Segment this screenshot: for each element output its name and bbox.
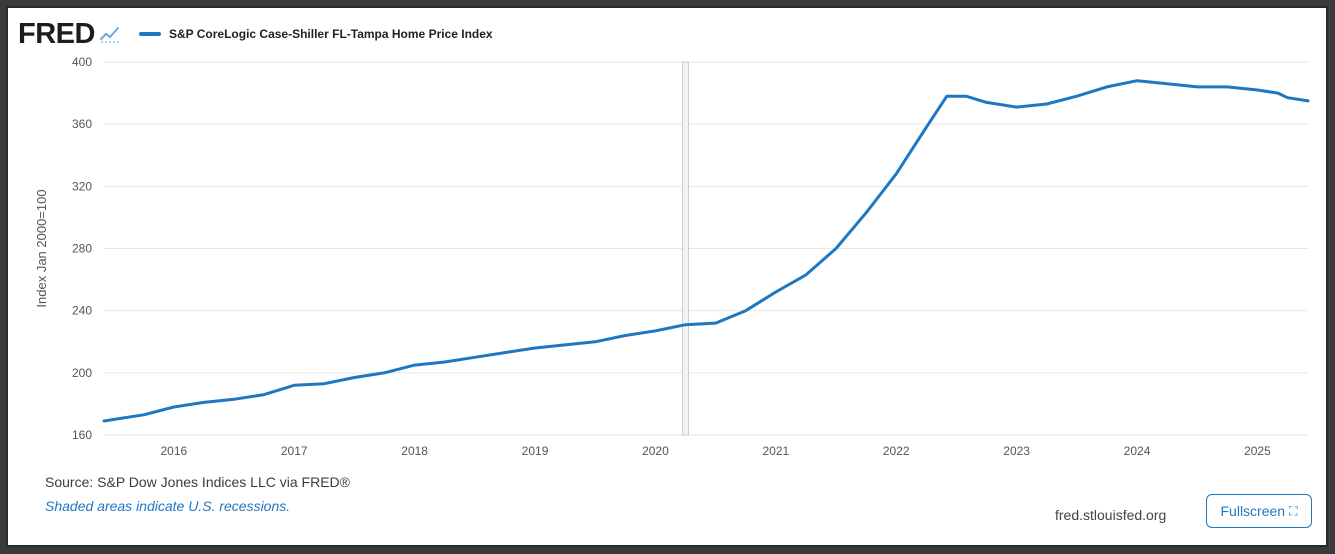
- x-tick-label: 2016: [160, 444, 187, 458]
- fullscreen-button[interactable]: Fullscreen ⛶: [1206, 494, 1312, 528]
- chart-frame: [6, 6, 1328, 547]
- x-tick-label: 2025: [1244, 444, 1271, 458]
- recession-band: [682, 61, 689, 436]
- x-tick-label: 2019: [522, 444, 549, 458]
- line-chart-icon: [99, 27, 119, 43]
- y-tick-label: 200: [72, 366, 92, 380]
- x-tick-label: 2023: [1003, 444, 1030, 458]
- x-tick-label: 2024: [1124, 444, 1151, 458]
- y-tick-label: 160: [72, 428, 92, 442]
- chart-header: FRED S&P CoreLogic Case-Shiller FL-Tampa…: [18, 16, 493, 52]
- y-axis-label: Index Jan 2000=100: [34, 189, 49, 307]
- x-tick-label: 2018: [401, 444, 428, 458]
- y-tick-label: 360: [72, 117, 92, 131]
- y-tick-label: 280: [72, 242, 92, 256]
- legend-label: S&P CoreLogic Case-Shiller FL-Tampa Home…: [168, 27, 493, 41]
- series-line: [102, 79, 1310, 423]
- y-tick-label: 320: [72, 179, 92, 193]
- y-tick-label: 400: [72, 55, 92, 69]
- fullscreen-label: Fullscreen: [1220, 503, 1286, 519]
- source-note: Source: S&P Dow Jones Indices LLC via FR…: [45, 474, 350, 490]
- y-tick-label: 240: [72, 304, 92, 318]
- fred-logo[interactable]: FRED: [18, 17, 95, 50]
- x-tick-label: 2017: [281, 444, 308, 458]
- recession-note[interactable]: Shaded areas indicate U.S. recessions.: [45, 498, 291, 514]
- x-tick-label: 2020: [642, 444, 669, 458]
- site-url: fred.stlouisfed.org: [1055, 507, 1167, 523]
- x-tick-label: 2021: [762, 444, 789, 458]
- legend-swatch: [138, 32, 161, 36]
- x-tick-label: 2022: [883, 444, 910, 458]
- expand-icon: ⛶: [1289, 503, 1298, 518]
